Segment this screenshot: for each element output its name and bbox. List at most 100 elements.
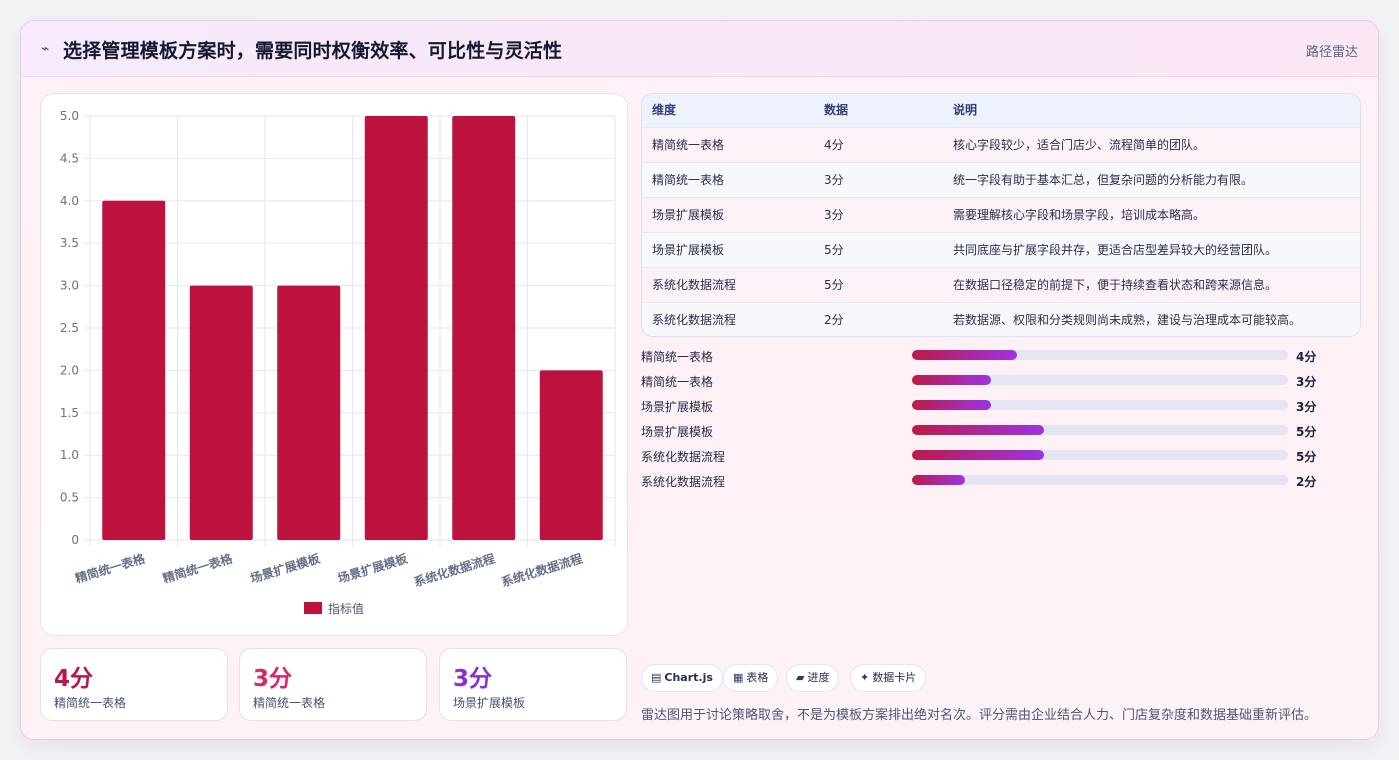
x-tick-label: 场景扩展模板 [336,550,410,586]
y-tick-label: 0 [71,533,79,547]
table-cell-data: 3分 [824,173,844,187]
y-tick-label: 4.5 [60,151,79,165]
progress-value: 3分 [1296,375,1317,389]
table-cell-dimension: 场景扩展模板 [652,243,725,257]
progress-value: 3分 [1296,400,1317,414]
progress-track [912,400,1288,410]
chip-chartjs[interactable]: ▤ Chart.js [641,664,723,692]
table-cell-dimension: 场景扩展模板 [652,208,725,222]
progress-label: 系统化数据流程 [641,475,726,489]
table-cell-description: 若数据源、权限和分类规则尚未成熟，建设与治理成本可能较高。 [953,313,1302,327]
bar [102,200,166,541]
table-header-data: 数据 [824,103,849,117]
sparkle-icon: ✦ [860,671,870,684]
progress-fill [912,475,965,485]
dashboard-card: ⌁ 选择管理模板方案时，需要同时权衡效率、可比性与灵活性 路径雷达 0 0.5 1.… [20,20,1379,740]
kpi-value: 3分 [253,666,293,692]
progress-list: 精简统一表格 4分 精简统一表格 3分 场景扩展模板 3分 场景扩展模板 5分 … [641,347,1341,497]
table-header-row: 维度 数据 说明 [642,94,1360,127]
y-tick-label: 4.0 [60,194,79,208]
chip-label: Chart.js [664,671,713,684]
bar [539,370,603,540]
table-cell-description: 统一字段有助于基本汇总，但复杂问题的分析能力有限。 [953,173,1254,187]
chip-label: 数据卡片 [872,671,917,684]
kpi-card: 4分 精简统一表格 [40,648,228,721]
progress-label: 精简统一表格 [641,375,714,389]
kpi-label: 精简统一表格 [54,696,127,710]
progress-track [912,450,1288,460]
progress-row: 场景扩展模板 5分 [641,422,1341,440]
y-tick-label: 1.5 [60,406,79,420]
table-cell-dimension: 系统化数据流程 [652,278,737,292]
header-tag: 路径雷达 [1305,45,1358,60]
table-header-description: 说明 [953,103,978,117]
legend-label: 指标值 [328,601,364,616]
progress-fill [912,375,991,385]
bar [189,285,253,540]
chip-table[interactable]: ▦ 表格 [723,664,779,692]
table-header-dimension: 维度 [652,103,677,117]
x-tick-label: 场景扩展模板 [248,550,322,586]
chart-icon: ▤ [651,671,662,684]
kpi-value: 4分 [54,666,94,692]
bar [364,116,428,540]
page-title: 选择管理模板方案时，需要同时权衡效率、可比性与灵活性 [63,40,563,62]
kpi-card: 3分 精简统一表格 [239,648,427,721]
table-row: 场景扩展模板 3分 需要理解核心字段和场景字段，培训成本略高。 [642,197,1360,232]
kpi-label: 场景扩展模板 [453,696,526,710]
y-tick-label: 5.0 [60,109,79,123]
table-cell-data: 5分 [824,278,844,292]
progress-value: 2分 [1296,475,1317,489]
table-cell-data: 2分 [824,313,844,327]
table-row: 精简统一表格 3分 统一字段有助于基本汇总，但复杂问题的分析能力有限。 [642,162,1360,197]
progress-fill [912,450,1044,460]
progress-label: 精简统一表格 [641,350,714,364]
x-tick-label: 精简统一表格 [161,550,235,586]
table-cell-description: 需要理解核心字段和场景字段，培训成本略高。 [953,208,1206,222]
y-tick-label: 2.0 [60,363,79,377]
x-tick-label: 系统化数据流程 [412,551,497,590]
table-cell-data: 3分 [824,208,844,222]
table-cell-description: 在数据口径稳定的前提下，便于持续查看状态和跨来源信息。 [953,278,1278,292]
progress-value: 5分 [1296,425,1317,439]
table-cell-description: 共同底座与扩展字段并存，更适合店型差异较大的经营团队。 [953,243,1278,257]
table-cell-description: 核心字段较少，适合门店少、流程简单的团队。 [953,138,1206,152]
table-cell-dimension: 精简统一表格 [652,138,725,152]
progress-icon: ▰ [796,671,805,684]
y-tick-label: 3.5 [60,236,79,250]
y-tick-label: 2.5 [60,321,79,335]
progress-track [912,425,1288,435]
x-tick-label: 精简统一表格 [73,550,147,586]
chip-progress[interactable]: ▰ 进度 [786,664,840,692]
footnote: 雷达图用于讨论策略取舍，不是为模板方案排出绝对名次。评分需由企业结合人力、门店复… [641,708,1318,723]
progress-row: 精简统一表格 3分 [641,372,1341,390]
bar-chart-panel: 0 0.5 1.0 1.5 2.0 2.5 3.0 3.5 4.0 4.5 5.0 精简统一表格 精简统… [40,93,628,636]
data-table: 维度 数据 说明 精简统一表格 4分 核心字段较少，适合门店少、流程简单的团队。… [641,93,1361,337]
chip-data-card[interactable]: ✦ 数据卡片 [850,664,927,692]
progress-value: 4分 [1296,350,1317,364]
kpi-value: 3分 [453,666,493,692]
progress-row: 系统化数据流程 2分 [641,472,1341,490]
progress-label: 场景扩展模板 [641,425,714,439]
table-icon: ▦ [733,671,744,684]
progress-fill [912,400,991,410]
y-tick-label: 3.0 [60,279,79,293]
x-tick-label: 系统化数据流程 [499,551,584,590]
table-cell-data: 5分 [824,243,844,257]
table-cell-data: 4分 [824,138,844,152]
progress-label: 系统化数据流程 [641,450,726,464]
table-row: 精简统一表格 4分 核心字段较少，适合门店少、流程简单的团队。 [642,127,1360,162]
chip-label: 表格 [746,671,769,684]
bar [452,116,516,540]
kpi-card: 3分 场景扩展模板 [439,648,627,721]
progress-row: 精简统一表格 4分 [641,347,1341,365]
header-bar: ⌁ 选择管理模板方案时，需要同时权衡效率、可比性与灵活性 路径雷达 [21,21,1378,77]
table-row: 系统化数据流程 5分 在数据口径稳定的前提下，便于持续查看状态和跨来源信息。 [642,267,1360,302]
table-cell-dimension: 精简统一表格 [652,173,725,187]
progress-track [912,375,1288,385]
kpi-label: 精简统一表格 [253,696,326,710]
chip-label: 进度 [807,671,830,684]
table-row: 系统化数据流程 2分 若数据源、权限和分类规则尚未成熟，建设与治理成本可能较高。 [642,302,1360,336]
y-tick-label: 0.5 [60,491,79,505]
y-tick-label: 1.0 [60,448,79,462]
